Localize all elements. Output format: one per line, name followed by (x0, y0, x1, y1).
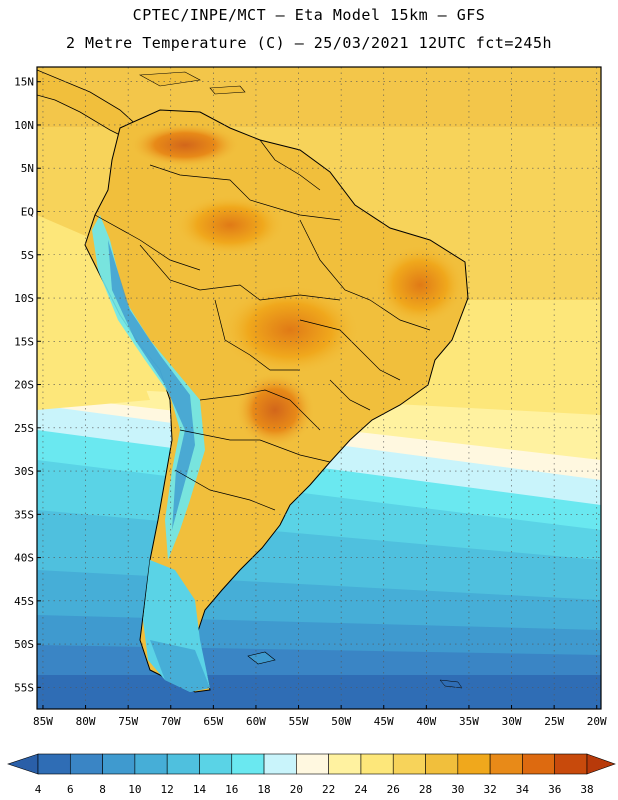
falkland-islands (247, 651, 276, 665)
colorbar-label: 26 (387, 783, 400, 796)
longitude-label: 20W (587, 715, 607, 728)
colorbar-label: 24 (354, 783, 368, 796)
country-borders (94, 139, 431, 511)
longitude-label: 85W (33, 715, 53, 728)
longitude-label: 75W (118, 715, 138, 728)
colorbar-under-arrow (7, 753, 39, 775)
longitude-label: 70W (161, 715, 181, 728)
colorbar-swatch (263, 753, 297, 775)
longitude-label: 45W (374, 715, 394, 728)
grid-lines (37, 67, 601, 709)
latitude-label: 10S (14, 292, 34, 305)
colorbar-swatch (522, 753, 556, 775)
colorbar-label: 30 (451, 783, 464, 796)
latitude-label: 55S (14, 681, 34, 694)
hot-spot-chaco (235, 372, 315, 448)
colorbar-label: 18 (257, 783, 270, 796)
longitude-labels: 85W 80W 75W 70W 65W 60W 55W 50W 45W 40W 35W 30W 25W 2… (33, 705, 607, 728)
colorbar-label: 32 (483, 783, 496, 796)
longitude-label: 50W (331, 715, 351, 728)
colorbar-swatch (37, 753, 71, 775)
colorbar-label: 12 (161, 783, 174, 796)
colorbar-swatch (489, 753, 523, 775)
longitude-label: 30W (502, 715, 522, 728)
colorbar-label: 14 (193, 783, 207, 796)
colorbar: 4 6 8 10 12 14 16 18 20 22 24 26 28 30 32 34 36 38 (7, 753, 616, 796)
map-subtitle: 2 Metre Temperature (C) – 25/03/2021 12U… (65, 34, 553, 52)
colorbar-label: 34 (516, 783, 530, 796)
colorbar-label: 16 (225, 783, 238, 796)
latitude-label: 35S (14, 508, 34, 521)
hot-spot-venezuela (130, 123, 240, 167)
latitude-label: 15S (14, 335, 34, 348)
colorbar-swatch (457, 753, 491, 775)
colorbar-swatch (554, 753, 588, 775)
south-georgia (439, 679, 463, 689)
colorbar-label: 22 (322, 783, 335, 796)
colorbar-label: 28 (419, 783, 432, 796)
longitude-label: 60W (246, 715, 266, 728)
hot-spot-center (220, 285, 360, 375)
colorbar-swatch (328, 753, 362, 775)
caribbean-islands (138, 71, 246, 95)
longitude-label: 35W (459, 715, 479, 728)
colorbar-swatch (231, 753, 265, 775)
ocean-band-north (37, 67, 601, 127)
colorbar-swatch (134, 753, 168, 775)
colorbar-label: 6 (67, 783, 74, 796)
colorbar-over-arrow (586, 753, 616, 775)
colorbar-label: 20 (290, 783, 303, 796)
latitude-label: 25S (14, 422, 34, 435)
longitude-label: 65W (203, 715, 223, 728)
colorbar-label: 38 (580, 783, 593, 796)
latitude-label: 20S (14, 379, 34, 392)
colorbar-swatch (69, 753, 103, 775)
andes-core (108, 240, 195, 530)
latitude-label: 5S (21, 249, 34, 262)
longitude-label: 25W (544, 715, 564, 728)
latitude-label: 45S (14, 595, 34, 608)
pacific-warm-tongue (37, 215, 150, 410)
hot-spot-northeast (375, 245, 465, 325)
colorbar-swatch (199, 753, 233, 775)
colorbar-swatch (296, 753, 329, 775)
ocean-band-4 (37, 675, 601, 709)
patagonia-south (150, 640, 210, 692)
map-frame (36, 66, 602, 710)
longitude-label: 55W (289, 715, 309, 728)
colorbar-label: 36 (548, 783, 561, 796)
latitude-label: 10N (14, 119, 34, 132)
colorbar-swatch (102, 753, 136, 775)
longitude-label: 80W (76, 715, 96, 728)
map-field (37, 67, 601, 709)
map-title: CPTEC/INPE/MCT – Eta Model 15km – GFS (132, 6, 486, 24)
colorbar-swatch (425, 753, 459, 775)
latitude-label: 5N (21, 162, 34, 175)
colorbar-label: 8 (99, 783, 106, 796)
colorbar-swatch (166, 753, 200, 775)
colorbar-swatch (360, 753, 394, 775)
colorbar-label: 4 (35, 783, 42, 796)
latitude-label: 40S (14, 552, 34, 565)
longitude-label: 40W (416, 715, 436, 728)
latitude-labels: 15N 10N 5N EQ 5S 10S 15S 20S 25S 30S 35S 40S 45S 50S 5… (14, 76, 41, 694)
colorbar-label: 10 (128, 783, 141, 796)
latitude-label: EQ (21, 205, 34, 218)
latitude-label: 50S (14, 638, 34, 651)
colorbar-swatch (392, 753, 426, 775)
hot-spot-amazon (175, 195, 285, 255)
latitude-label: 15N (14, 76, 34, 89)
latitude-label: 30S (14, 465, 34, 478)
